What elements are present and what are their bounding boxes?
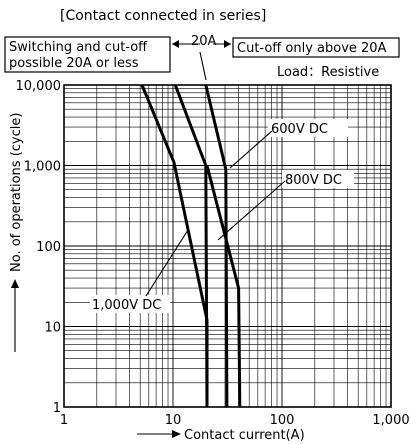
y-axis-arrow-head	[11, 279, 19, 288]
y-tick-label: 1	[53, 401, 61, 416]
series-label-1000: 1,000V DC	[92, 298, 161, 313]
series-line-3	[204, 84, 229, 408]
x-tick-label: 1,000	[372, 413, 409, 428]
label-600-bg	[268, 119, 348, 137]
series-line-4	[205, 165, 242, 408]
left-region-line-2: possible 20A or less	[9, 56, 139, 71]
chart-title: [Contact connected in series]	[60, 8, 266, 24]
plot-frame	[63, 84, 392, 408]
ticks: 1 10 100 1,000 1 10 100 1,000 10,000	[16, 79, 410, 428]
series-line-2	[173, 84, 209, 408]
left-arrow-head	[172, 40, 179, 48]
y-axis-label: No. of operations (cycle)	[9, 113, 24, 272]
leader-800	[217, 180, 286, 241]
right-region-box	[232, 37, 400, 58]
series-label-600: 600V DC	[271, 122, 328, 137]
x-axis-label: Contact current(A)	[184, 428, 305, 443]
left-region-box	[4, 36, 171, 73]
x-axis-arrow-head	[172, 430, 181, 438]
series-label-800: 800V DC	[285, 173, 342, 188]
label-800-bg	[282, 170, 354, 188]
y-tick-label: 10,000	[16, 79, 62, 94]
load-label: Load：Resistive	[277, 65, 379, 80]
label-1000-bg	[90, 295, 170, 313]
right-region-label: Cut-off only above 20A	[237, 41, 387, 56]
left-region-line-1: Switching and cut-off	[9, 40, 148, 55]
curves	[140, 84, 242, 408]
leader-600	[229, 130, 273, 169]
right-arrow-head	[224, 40, 231, 48]
y-tick-label: 100	[36, 240, 61, 255]
y-tick-label: 1,000	[24, 160, 61, 175]
x-tick-label: 1	[60, 413, 68, 428]
x-tick-label: 100	[270, 413, 295, 428]
leader-1000	[145, 229, 189, 297]
boundary-label: 20A	[191, 34, 217, 49]
y-tick-label: 10	[44, 321, 61, 336]
boundary-leader	[199, 51, 207, 81]
x-tick-label: 10	[165, 413, 182, 428]
plot-border	[63, 84, 392, 408]
